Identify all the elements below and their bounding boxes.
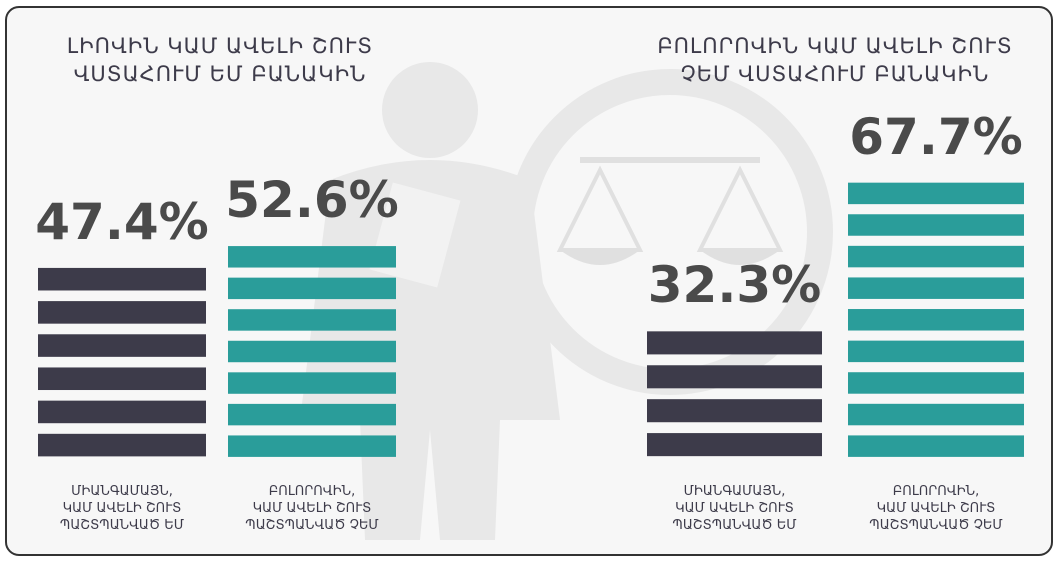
bar-stripe (228, 246, 396, 267)
bar-stripe (228, 404, 396, 425)
bar-stripe (647, 399, 822, 422)
category-label: ՄԻԱՆԳԱՄԱՅՆ, ԿԱՄ ԱՎԵԼԻ ՇՈՒՏ ՊԱՇՏՊԱՆՎԱԾ ԵՄ (637, 483, 832, 534)
bar (38, 268, 206, 456)
panel-title: ԼԻՈՎԻՆ ԿԱՄ ԱՎԵԼԻ ՇՈՒՏ ՎՍՏԱՀՈՒՄ ԵՄ ԲԱՆԱԿԻ… (20, 32, 420, 88)
bar-stripe (38, 367, 206, 390)
value-label: 52.6% (208, 171, 416, 229)
value-label: 47.4% (18, 193, 226, 251)
bar-stripe (647, 365, 822, 388)
bar-stripe (848, 183, 1024, 204)
value-label: 67.7% (828, 108, 1044, 166)
category-label: ՄԻԱՆԳԱՄԱՅՆ, ԿԱՄ ԱՎԵԼԻ ՇՈՒՏ ՊԱՇՏՊԱՆՎԱԾ ԵՄ (28, 483, 216, 534)
category-label: ԲՈԼՈՐՈՎԻՆ, ԿԱՄ ԱՎԵԼԻ ՇՈՒՏ ՊԱՇՏՊԱՆՎԱԾ ՉԵՄ (838, 483, 1034, 534)
bar-stripe (848, 214, 1024, 235)
bar (228, 246, 396, 457)
panel-title: ԲՈԼՈՐՈՎԻՆ ԿԱՄ ԱՎԵԼԻ ՇՈՒՏ ՉԵՄ ՎՍՏԱՀՈՒՄ ԲԱ… (610, 32, 1058, 88)
bar-stripe (38, 334, 206, 357)
bar-stripe (647, 433, 822, 456)
bar-stripe (38, 434, 206, 457)
bar-stripe (228, 435, 396, 456)
bar-stripe (848, 435, 1024, 456)
bar-stripe (228, 372, 396, 393)
bar-stripe (38, 301, 206, 324)
bar-stripe (228, 309, 396, 330)
bar-stripe (647, 331, 822, 354)
bar (848, 183, 1024, 457)
bar-stripe (848, 372, 1024, 393)
bar-stripe (848, 309, 1024, 330)
bar-stripe (38, 401, 206, 424)
category-label: ԲՈԼՈՐՈՎԻՆ, ԿԱՄ ԱՎԵԼԻ ՇՈՒՏ ՊԱՇՏՊԱՆՎԱԾ ՉԵՄ (218, 483, 406, 534)
bar-stripe (228, 278, 396, 299)
bar-stripe (38, 268, 206, 291)
value-label: 32.3% (627, 256, 842, 314)
bar-stripe (848, 246, 1024, 267)
bar-stripe (848, 277, 1024, 298)
bar-stripe (848, 341, 1024, 362)
bar-stripe (848, 404, 1024, 425)
bar-stripe (228, 341, 396, 362)
